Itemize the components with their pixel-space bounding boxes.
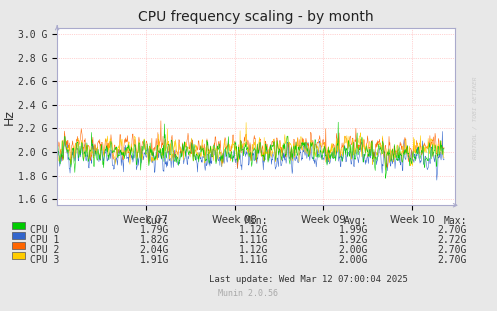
Text: RRDTOOL / TOBI OETIKER: RRDTOOL / TOBI OETIKER bbox=[472, 77, 477, 160]
Text: 1.79G: 1.79G bbox=[140, 225, 169, 234]
Text: 1.11G: 1.11G bbox=[239, 235, 268, 245]
Text: Max:: Max: bbox=[444, 216, 467, 226]
Text: Last update: Wed Mar 12 07:00:04 2025: Last update: Wed Mar 12 07:00:04 2025 bbox=[209, 275, 408, 284]
Text: 2.72G: 2.72G bbox=[438, 235, 467, 245]
Text: 1.82G: 1.82G bbox=[140, 235, 169, 245]
Text: 1.12G: 1.12G bbox=[239, 245, 268, 255]
Text: 2.00G: 2.00G bbox=[338, 255, 368, 265]
Text: 2.70G: 2.70G bbox=[438, 255, 467, 265]
Text: Avg:: Avg: bbox=[344, 216, 368, 226]
Text: 2.70G: 2.70G bbox=[438, 245, 467, 255]
Text: CPU 2: CPU 2 bbox=[30, 245, 59, 255]
Text: 2.04G: 2.04G bbox=[140, 245, 169, 255]
Y-axis label: Hz: Hz bbox=[2, 109, 15, 125]
Text: Munin 2.0.56: Munin 2.0.56 bbox=[219, 289, 278, 298]
Text: Min:: Min: bbox=[245, 216, 268, 226]
Text: 2.70G: 2.70G bbox=[438, 225, 467, 234]
Text: 2.00G: 2.00G bbox=[338, 245, 368, 255]
Text: CPU 3: CPU 3 bbox=[30, 255, 59, 265]
Text: Cur:: Cur: bbox=[146, 216, 169, 226]
Text: CPU 1: CPU 1 bbox=[30, 235, 59, 245]
Text: 1.99G: 1.99G bbox=[338, 225, 368, 234]
Text: CPU 0: CPU 0 bbox=[30, 225, 59, 234]
Text: 1.91G: 1.91G bbox=[140, 255, 169, 265]
Text: 1.92G: 1.92G bbox=[338, 235, 368, 245]
Title: CPU frequency scaling - by month: CPU frequency scaling - by month bbox=[138, 10, 374, 24]
Text: 1.12G: 1.12G bbox=[239, 225, 268, 234]
Text: 1.11G: 1.11G bbox=[239, 255, 268, 265]
